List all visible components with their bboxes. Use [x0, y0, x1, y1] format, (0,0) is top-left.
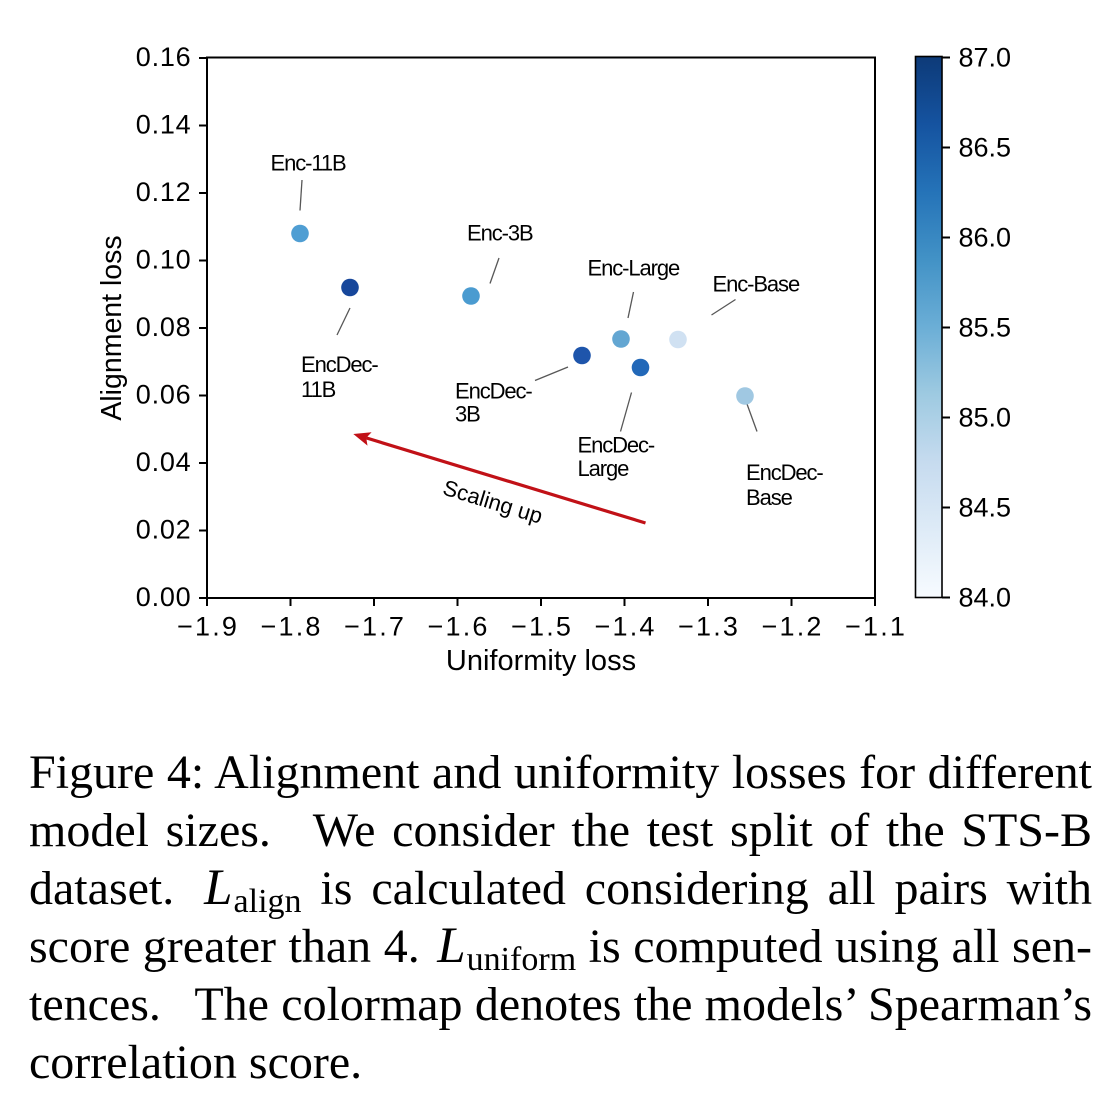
svg-text:11B: 11B: [301, 377, 336, 402]
svg-text:0.12: 0.12: [136, 177, 192, 207]
svg-text:Enc-Base: Enc-Base: [713, 272, 800, 297]
svg-text:Enc-Large: Enc-Large: [588, 256, 680, 281]
svg-text:3B: 3B: [455, 402, 480, 427]
svg-text:86.0: 86.0: [959, 222, 1012, 252]
svg-text:84.0: 84.0: [959, 582, 1012, 612]
svg-text:84.5: 84.5: [959, 492, 1012, 522]
svg-text:0.08: 0.08: [136, 312, 192, 342]
svg-text:−1.8: −1.8: [261, 612, 323, 642]
svg-text:Scaling up: Scaling up: [440, 475, 546, 529]
svg-text:0.00: 0.00: [136, 582, 192, 612]
svg-text:EncDec-: EncDec-: [455, 379, 532, 404]
svg-text:Enc-3B: Enc-3B: [467, 221, 533, 246]
svg-text:0.06: 0.06: [136, 379, 192, 409]
svg-text:0.14: 0.14: [136, 109, 192, 139]
svg-text:−1.7: −1.7: [344, 612, 406, 642]
svg-text:−1.9: −1.9: [177, 612, 239, 642]
svg-text:87.0: 87.0: [959, 42, 1012, 72]
svg-text:0.10: 0.10: [136, 244, 192, 274]
svg-text:−1.4: −1.4: [595, 612, 657, 642]
svg-text:EncDec-: EncDec-: [746, 460, 823, 485]
svg-text:Base: Base: [746, 485, 793, 510]
svg-text:85.0: 85.0: [959, 402, 1012, 432]
svg-text:−1.2: −1.2: [762, 612, 824, 642]
svg-text:Enc-11B: Enc-11B: [271, 151, 346, 176]
svg-text:0.04: 0.04: [136, 447, 192, 477]
svg-text:−1.3: −1.3: [678, 612, 740, 642]
svg-text:0.16: 0.16: [136, 42, 192, 72]
svg-text:86.5: 86.5: [959, 132, 1012, 162]
svg-text:Alignment loss: Alignment loss: [96, 235, 128, 420]
svg-text:0.02: 0.02: [136, 514, 192, 544]
svg-text:Large: Large: [578, 456, 630, 481]
svg-text:Uniformity loss: Uniformity loss: [446, 645, 636, 677]
svg-text:−1.6: −1.6: [428, 612, 490, 642]
svg-text:EncDec-: EncDec-: [578, 433, 655, 458]
svg-text:−1.5: −1.5: [511, 612, 573, 642]
svg-text:EncDec-: EncDec-: [301, 352, 378, 377]
svg-text:−1.1: −1.1: [845, 612, 907, 642]
svg-text:85.5: 85.5: [959, 312, 1012, 342]
